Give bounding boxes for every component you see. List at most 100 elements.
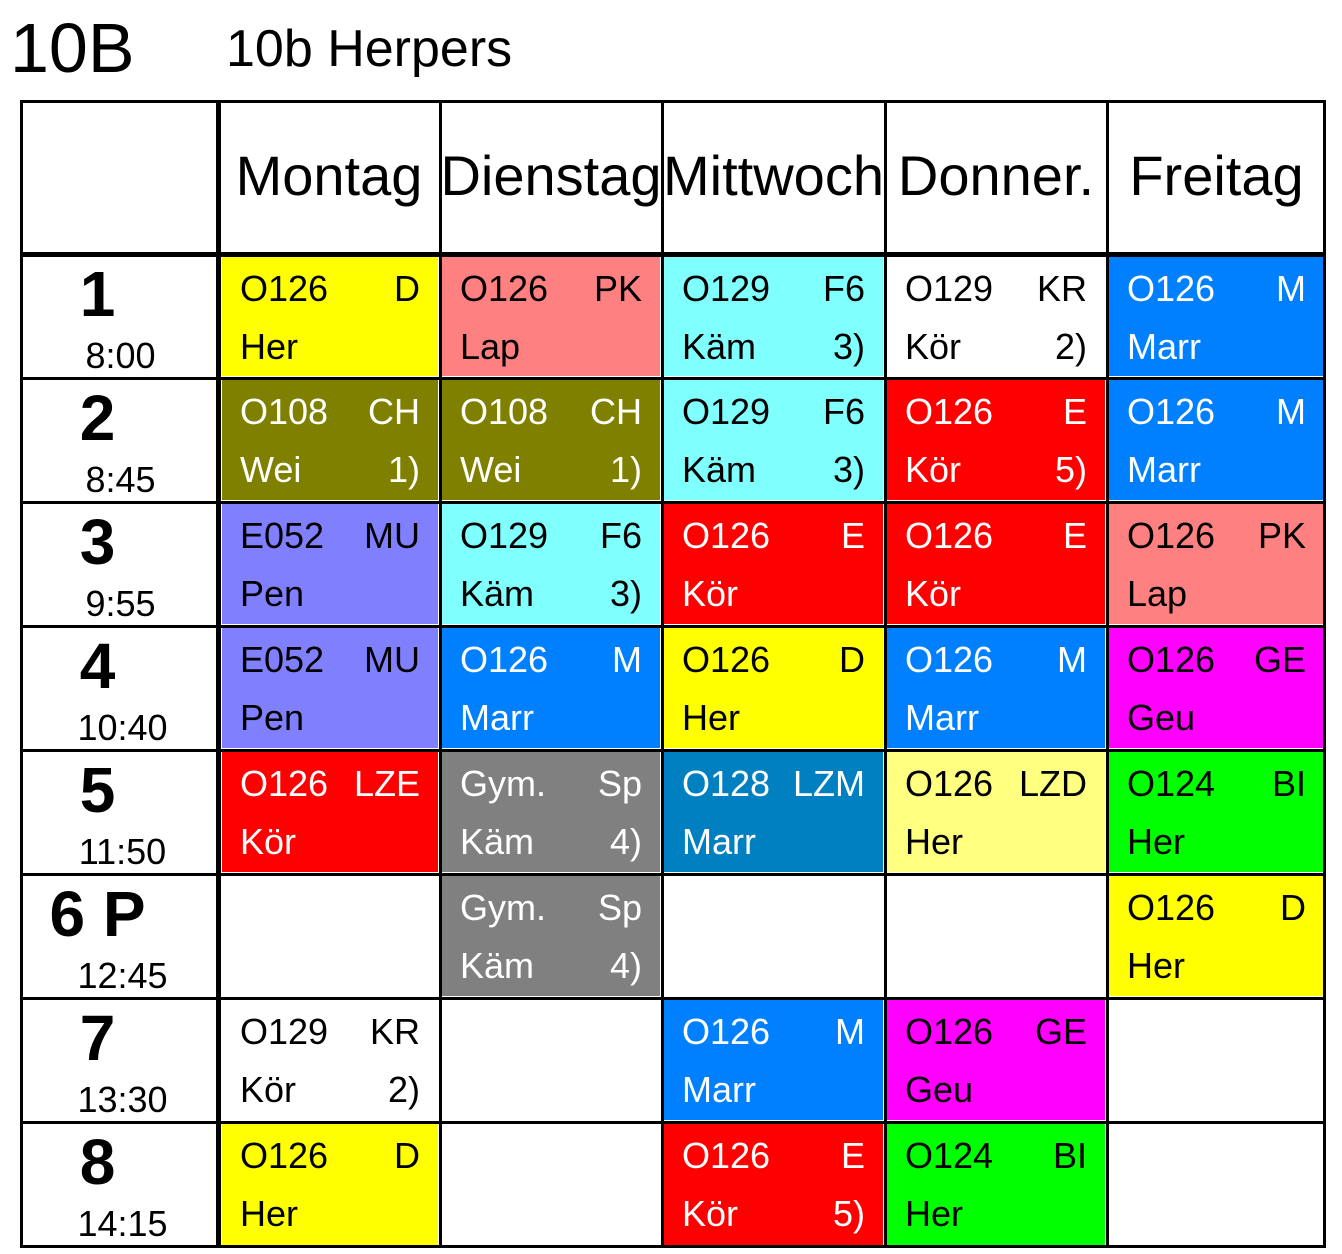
lesson-teacher: Pen	[240, 573, 305, 614]
lesson-teacher: Her	[682, 697, 741, 738]
lesson-subject: E	[840, 515, 865, 556]
class-code: 10B	[10, 9, 135, 87]
lesson-subject: PK	[593, 268, 642, 309]
lesson-cell[interactable]: O126 E Kör	[887, 504, 1105, 624]
period-number: 1	[79, 258, 116, 330]
lesson-cell[interactable]: O126 E Kör 5)	[887, 380, 1105, 500]
lesson-note: 4)	[609, 821, 642, 862]
lesson-room: O129	[905, 268, 994, 309]
lesson-subject: F6	[599, 515, 642, 556]
lesson-cell[interactable]: O108 CH Wei 1)	[442, 380, 660, 500]
lesson-subject: PK	[1257, 515, 1306, 556]
grid-line	[20, 1121, 1326, 1124]
lesson-teacher: Kör	[682, 1193, 739, 1234]
lesson-subject: E	[1062, 391, 1087, 432]
grid-line	[20, 873, 1326, 876]
lesson-subject: M	[612, 639, 642, 680]
lesson-cell[interactable]: Gym. Sp Käm 4)	[442, 876, 660, 996]
lesson-room: O124	[905, 1135, 994, 1176]
lesson-cell[interactable]: O129 KR Kör 2)	[222, 1000, 438, 1120]
lesson-teacher: Kör	[682, 573, 739, 614]
lesson-cell[interactable]: O126 D Her	[222, 257, 438, 376]
lesson-teacher: Her	[240, 1193, 299, 1234]
period-time: 12:45	[77, 955, 168, 996]
lesson-cell[interactable]: O126 M Marr	[887, 628, 1105, 748]
lesson-cell[interactable]: O108 CH Wei 1)	[222, 380, 438, 500]
lesson-cell[interactable]: O129 KR Kör 2)	[887, 257, 1105, 376]
lesson-subject: GE	[1253, 639, 1306, 680]
lesson-cell[interactable]: O126 M Marr	[1109, 257, 1324, 376]
lesson-cell[interactable]: O129 F6 Käm 3)	[664, 380, 883, 500]
lesson-subject: D	[394, 1135, 420, 1176]
lesson-subject: E	[840, 1135, 865, 1176]
lesson-cell[interactable]: E052 MU Pen	[222, 504, 438, 624]
lesson-room: O126	[1127, 391, 1216, 432]
lesson-subject: M	[1276, 391, 1306, 432]
lesson-cell[interactable]: O126 E Kör	[664, 504, 883, 624]
lesson-subject: GE	[1034, 1011, 1087, 1052]
lesson-cell[interactable]: O129 F6 Käm 3)	[664, 257, 883, 376]
lesson-cell[interactable]: O124 BI Her	[1109, 752, 1324, 872]
lesson-note: 2)	[387, 1069, 420, 1110]
lesson-cell[interactable]: O126 LZE Kör	[222, 752, 438, 872]
lesson-cell[interactable]: O126 PK Lap	[1109, 504, 1324, 624]
lesson-cell[interactable]: O128 LZM Marr	[664, 752, 883, 872]
lesson-subject: F6	[822, 391, 865, 432]
lesson-cell[interactable]: O126 GE Geu	[1109, 628, 1324, 748]
lesson-teacher: Lap	[460, 326, 521, 367]
lesson-teacher: Wei	[240, 449, 302, 490]
lesson-note: 3)	[832, 326, 865, 367]
lesson-room: O124	[1127, 763, 1216, 804]
lesson-teacher: Käm	[460, 573, 535, 614]
lesson-room: E052	[240, 515, 325, 556]
lesson-cell[interactable]: O126 LZD Her	[887, 752, 1105, 872]
grid-line	[20, 1245, 1326, 1248]
lesson-cell[interactable]: O126 M Marr	[1109, 380, 1324, 500]
lesson-room: O126	[240, 1135, 329, 1176]
lesson-cell[interactable]: O126 GE Geu	[887, 1000, 1105, 1120]
lesson-subject: LZD	[1018, 763, 1087, 804]
period-time: 9:55	[85, 583, 156, 624]
period-time: 11:50	[78, 831, 167, 872]
lesson-teacher: Marr	[1127, 449, 1201, 490]
lesson-cell[interactable]: O126 M Marr	[442, 628, 660, 748]
lesson-room: O126	[682, 1011, 771, 1052]
lesson-cell[interactable]: O129 F6 Käm 3)	[442, 504, 660, 624]
lesson-cell[interactable]: O124 BI Her	[887, 1124, 1105, 1246]
period-time: 13:30	[77, 1079, 168, 1120]
lesson-cell[interactable]: Gym. Sp Käm 4)	[442, 752, 660, 872]
grid-line	[439, 100, 442, 1248]
lesson-room: Gym.	[460, 763, 546, 804]
lesson-cell[interactable]: O126 D Her	[664, 628, 883, 748]
lesson-teacher: Her	[905, 1193, 964, 1234]
lesson-teacher: Kör	[240, 821, 297, 862]
lesson-cell[interactable]: E052 MU Pen	[222, 628, 438, 748]
lesson-room: O126	[1127, 887, 1216, 928]
lesson-room: O126	[240, 268, 329, 309]
lesson-teacher: Kör	[905, 326, 962, 367]
lesson-cell[interactable]: O126 PK Lap	[442, 257, 660, 376]
lesson-cell[interactable]: O126 D Her	[1109, 876, 1324, 996]
lesson-room: O126	[1127, 268, 1216, 309]
lesson-room: O108	[460, 391, 549, 432]
lesson-subject: KR	[369, 1011, 420, 1052]
lesson-cell[interactable]: O126 E Kör 5)	[664, 1124, 883, 1246]
lesson-teacher: Her	[240, 326, 299, 367]
lesson-room: O126	[682, 515, 771, 556]
grid-line	[20, 501, 1326, 504]
grid-line	[20, 377, 1326, 380]
grid-line	[661, 100, 664, 1248]
lesson-subject: LZE	[353, 763, 420, 804]
lesson-room: O126	[460, 268, 549, 309]
lesson-room: O129	[682, 268, 771, 309]
grid-line	[20, 997, 1326, 1000]
lesson-teacher: Geu	[905, 1069, 974, 1110]
period-label: 4 10:40	[20, 626, 215, 750]
lesson-cell[interactable]: O126 D Her	[222, 1124, 438, 1246]
period-label: 5 11:50	[20, 750, 215, 874]
lesson-note: 5)	[1054, 449, 1087, 490]
lesson-subject: Sp	[597, 763, 642, 804]
period-time: 14:15	[77, 1203, 168, 1244]
lesson-cell[interactable]: O126 M Marr	[664, 1000, 883, 1120]
lesson-subject: D	[1280, 887, 1306, 928]
